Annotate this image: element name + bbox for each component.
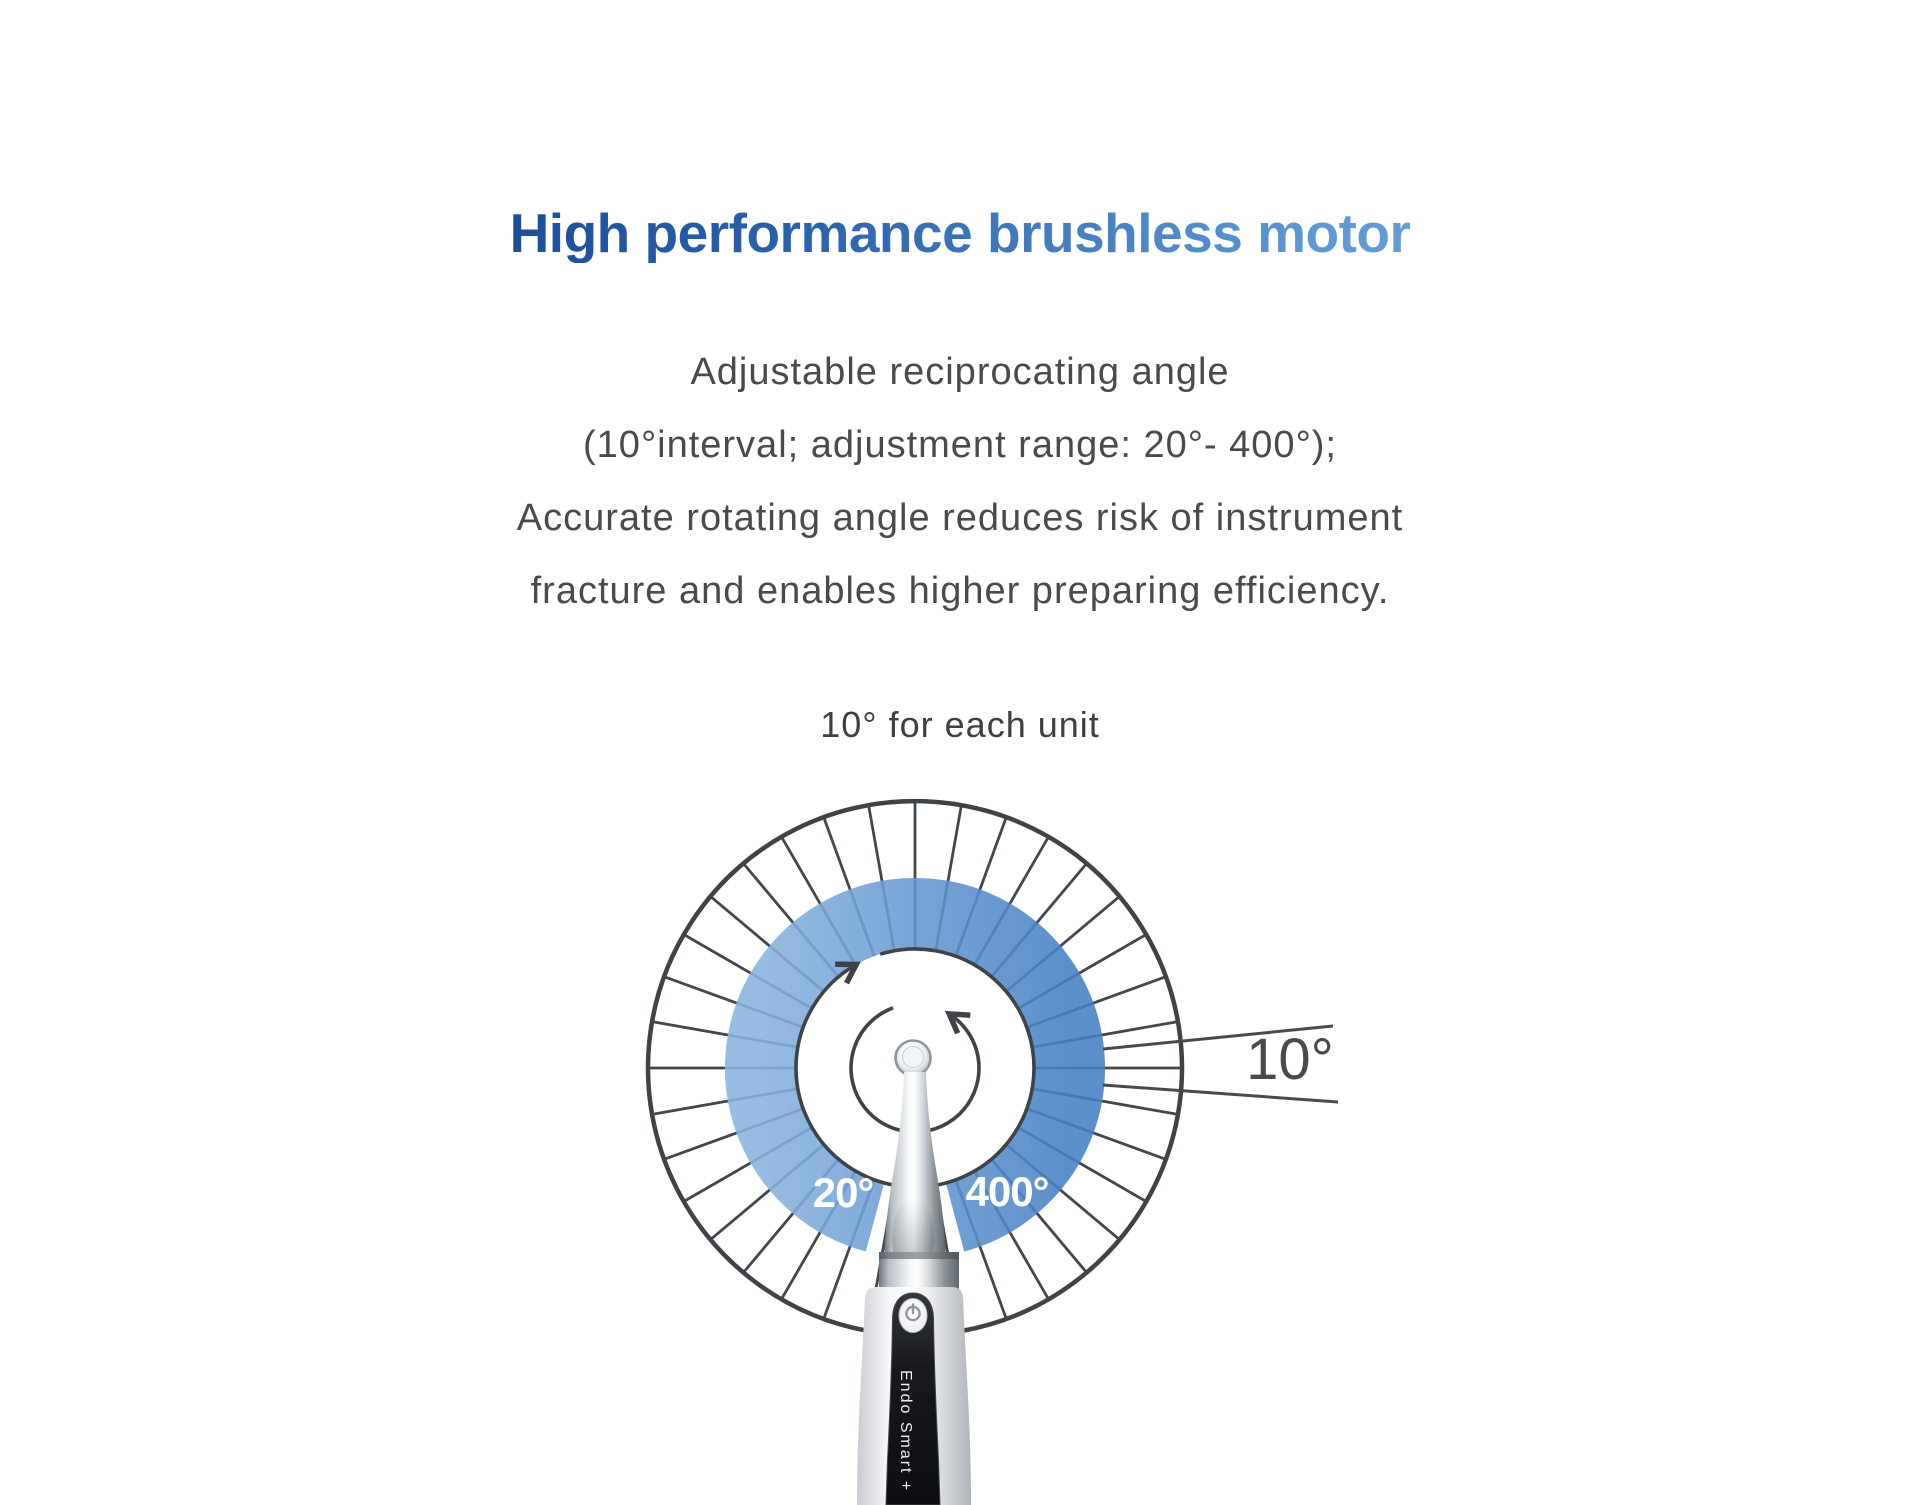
paragraph-line: fracture and enables higher preparing ef…	[530, 570, 1390, 612]
collar-band	[879, 1252, 959, 1259]
handpiece-panel	[885, 1292, 941, 1505]
paragraph-line: Adjustable reciprocating angle	[690, 351, 1230, 393]
device-label: Endo Smart +	[897, 1370, 914, 1492]
clockwise-arrow-icon	[794, 947, 1036, 1189]
handpiece-head-cap	[902, 1046, 924, 1068]
power-button	[898, 1298, 928, 1333]
handpiece-collar	[879, 1252, 959, 1296]
paragraph-line: Accurate rotating angle reduces risk of …	[516, 497, 1404, 539]
handpiece: Endo Smart +	[857, 1039, 971, 1505]
max-angle-label: 400°	[966, 1168, 1049, 1215]
unit-angle-label: 10°	[1246, 1027, 1334, 1092]
min-angle-label: 20°	[813, 1169, 874, 1216]
paragraph-line: (10°interval; adjustment range: 20°- 400…	[583, 424, 1337, 466]
outer-ring	[645, 798, 1185, 1334]
unit-callout-lines	[1102, 1024, 1339, 1104]
power-icon	[905, 1303, 921, 1322]
feature-description: Adjustable reciprocating angle (10°inter…	[0, 336, 1920, 628]
diagram-caption: 10° for each unit	[820, 704, 1100, 745]
blue-range-ring	[725, 877, 1105, 1252]
